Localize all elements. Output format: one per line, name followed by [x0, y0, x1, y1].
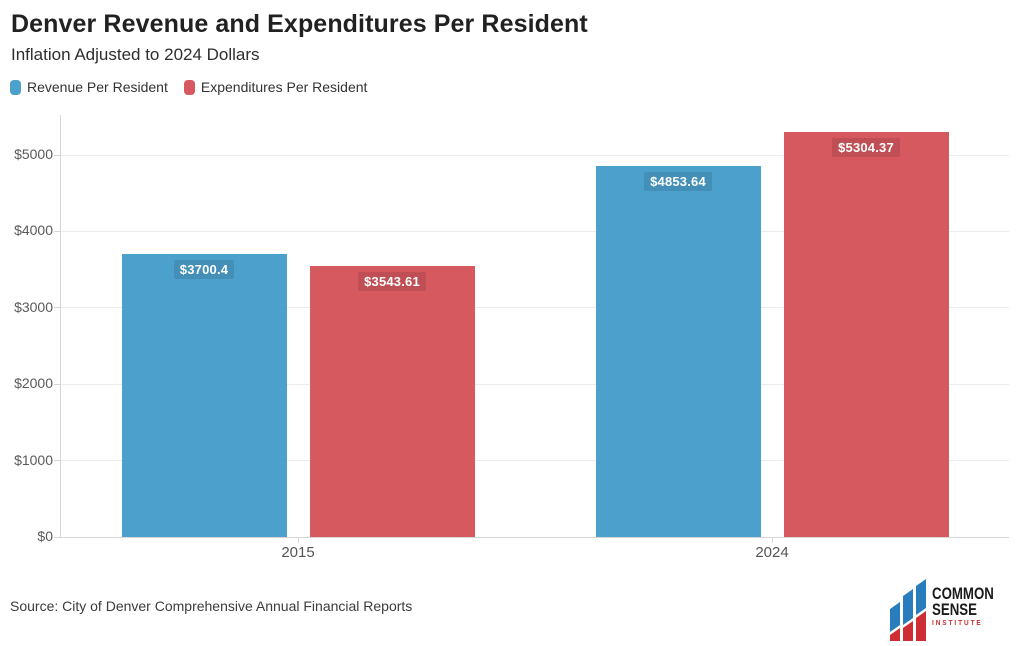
plot-area: $0 $1000 $2000 $3000 $4000 $5000 2015 $3700.4 $3… [14, 115, 1009, 561]
x-axis-tick [772, 538, 773, 543]
y-axis-label: $3000 [14, 298, 53, 315]
bar-revenue-2015[interactable]: $3700.4 [121, 254, 287, 537]
source-note: Source: City of Denver Comprehensive Ann… [10, 598, 413, 614]
y-axis-label: $1000 [14, 451, 53, 468]
legend-swatch-revenue-icon [10, 79, 21, 95]
y-axis-tick [54, 460, 61, 462]
bar-expenditures-2024[interactable]: $5304.37 [783, 131, 949, 537]
y-axis-label: $4000 [14, 222, 53, 239]
bar-value-label: $3543.61 [358, 272, 426, 292]
legend-swatch-expenditures-icon [183, 79, 195, 95]
csi-logo-line1: COMMON [931, 584, 994, 603]
csi-logo-line3: INSTITUTE [931, 620, 983, 627]
chart-title: Denver Revenue and Expenditures Per Resi… [11, 10, 588, 38]
gridline [61, 154, 1009, 156]
gridline [61, 230, 1009, 232]
csi-logo-mark-icon [889, 579, 926, 641]
bar-revenue-2024[interactable]: $4853.64 [595, 166, 761, 537]
bar-value-label: $5304.37 [832, 137, 900, 157]
y-axis-label: $5000 [14, 146, 53, 163]
x-axis-label-2024: 2024 [755, 544, 789, 561]
y-axis-tick [54, 383, 61, 385]
x-axis-tick [298, 538, 299, 543]
bar-expenditures-2015[interactable]: $3543.61 [309, 266, 475, 537]
gridline [61, 307, 1009, 309]
gridline [61, 383, 1009, 385]
y-axis-label: $0 [37, 528, 53, 544]
bar-value-label: $4853.64 [644, 172, 712, 192]
legend-label-revenue: Revenue Per Resident [27, 79, 168, 95]
chart-subtitle: Inflation Adjusted to 2024 Dollars [11, 45, 260, 64]
legend-item-revenue[interactable]: Revenue Per Resident [10, 79, 168, 95]
y-axis-tick [54, 307, 61, 309]
y-axis-tick [54, 536, 61, 538]
csi-logo: COMMON SENSE INSTITUTE [889, 579, 1011, 641]
legend-item-expenditures[interactable]: Expenditures Per Resident [183, 79, 368, 95]
bar-value-label: $3700.4 [173, 260, 235, 280]
x-axis-label-2015: 2015 [281, 544, 315, 561]
legend-label-expenditures: Expenditures Per Resident [200, 79, 368, 95]
legend: Revenue Per Resident Expenditures Per Re… [10, 79, 367, 95]
y-axis-label: $2000 [14, 375, 53, 392]
gridline [61, 460, 1009, 462]
y-axis-tick [54, 154, 61, 156]
csi-logo-line2: SENSE [931, 600, 977, 619]
csi-logo-text: COMMON SENSE INSTITUTE [932, 579, 1011, 627]
y-axis-tick [54, 230, 61, 232]
